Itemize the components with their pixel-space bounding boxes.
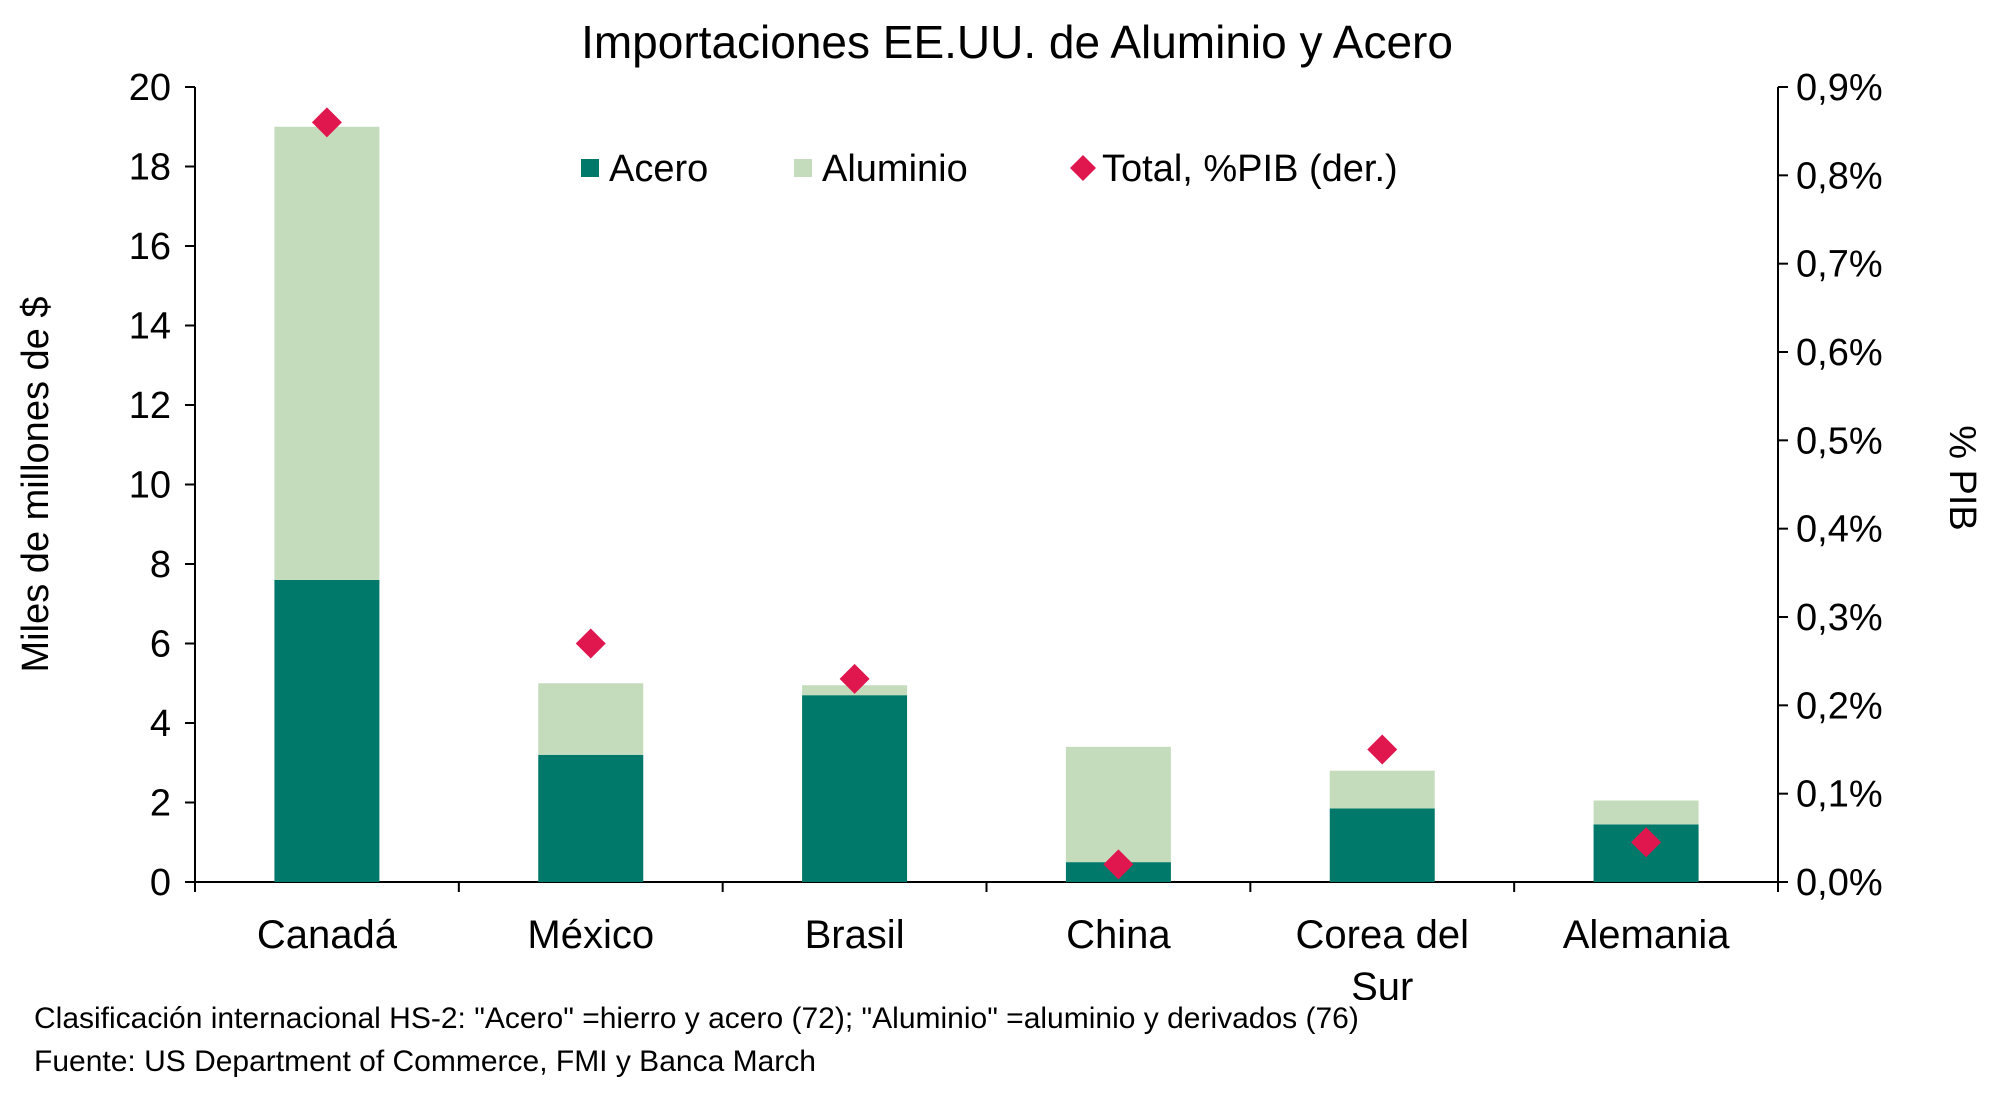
- legend-acero: Acero: [581, 148, 708, 190]
- left-tick-label: 10: [129, 465, 171, 507]
- marker-total-pib: [575, 628, 606, 659]
- left-tick-label: 14: [129, 306, 171, 348]
- legend-total: Total, %PIB (der.): [1070, 148, 1398, 190]
- markers: [311, 107, 1662, 880]
- marker-total-pib: [1367, 734, 1398, 765]
- category-label: China: [1066, 913, 1171, 957]
- left-tick-label: 18: [129, 147, 171, 189]
- left-tick-label: 6: [150, 624, 171, 666]
- left-tick-label: 20: [129, 67, 171, 109]
- right-tick-label: 0,6%: [1796, 332, 1883, 374]
- right-tick-label: 0,5%: [1796, 420, 1883, 462]
- legend-total-label: Total, %PIB (der.): [1102, 148, 1398, 190]
- category-label: Sur: [1351, 965, 1413, 1000]
- legend-acero-swatch: [581, 159, 599, 177]
- bar-aluminio: [1065, 746, 1171, 863]
- right-tick-label: 0,4%: [1796, 509, 1883, 551]
- classification-note: Clasificación internacional HS-2: "Acero…: [34, 1002, 1359, 1035]
- right-tick-label: 0,0%: [1796, 862, 1883, 904]
- bar-acero: [274, 579, 380, 882]
- right-tick-label: 0,8%: [1796, 155, 1883, 197]
- legend-aluminio-swatch: [794, 159, 812, 177]
- axes: 0 2 4 6 8 10 12 14 16 18 20 0,0% 0,1% 0,2% 0,3% 0,4% 0,5…: [15, 67, 1983, 1000]
- left-axis-title: Miles de millones de $: [15, 297, 57, 673]
- category-label: Brasil: [805, 913, 905, 957]
- bar-acero: [802, 695, 908, 882]
- bar-aluminio: [274, 126, 380, 580]
- chart: Importaciones EE.UU. de Aluminio y Acero…: [15, 16, 1983, 1000]
- category-label: Alemania: [1563, 913, 1731, 957]
- right-tick-label: 0,3%: [1796, 597, 1883, 639]
- bar-acero: [538, 754, 644, 882]
- bar-aluminio: [1593, 800, 1699, 825]
- right-axis-title: % PIB: [1941, 425, 1983, 531]
- right-tick-label: 0,1%: [1796, 774, 1883, 816]
- chart-title: Importaciones EE.UU. de Aluminio y Acero: [581, 16, 1453, 68]
- marker-total-pib: [311, 107, 342, 138]
- category-label: Corea del: [1296, 913, 1469, 957]
- legend-acero-label: Acero: [609, 148, 708, 190]
- right-tick-label: 0,7%: [1796, 244, 1883, 286]
- bars: [274, 126, 1699, 882]
- left-tick-label: 4: [150, 703, 171, 745]
- legend-aluminio-label: Aluminio: [822, 148, 968, 190]
- legend-total-swatch: [1070, 155, 1096, 181]
- bar-acero: [1329, 808, 1435, 882]
- category-label: México: [527, 913, 654, 957]
- marker-total-pib: [1631, 827, 1662, 858]
- category-label: Canadá: [257, 913, 398, 957]
- right-tick-label: 0,2%: [1796, 685, 1883, 727]
- left-tick-label: 12: [129, 385, 171, 427]
- left-tick-label: 8: [150, 544, 171, 586]
- marker-total-pib: [839, 663, 870, 694]
- bar-aluminio: [1329, 770, 1435, 809]
- left-tick-label: 0: [150, 862, 171, 904]
- source-note: Fuente: US Department of Commerce, FMI y…: [34, 1045, 816, 1078]
- right-tick-label: 0,9%: [1796, 67, 1883, 109]
- marker-total-pib: [1103, 849, 1134, 880]
- legend: Acero Aluminio Total, %PIB (der.): [581, 148, 1398, 190]
- legend-aluminio: Aluminio: [794, 148, 968, 190]
- left-tick-label: 16: [129, 226, 171, 268]
- bar-aluminio: [538, 683, 644, 755]
- left-tick-label: 2: [150, 783, 171, 825]
